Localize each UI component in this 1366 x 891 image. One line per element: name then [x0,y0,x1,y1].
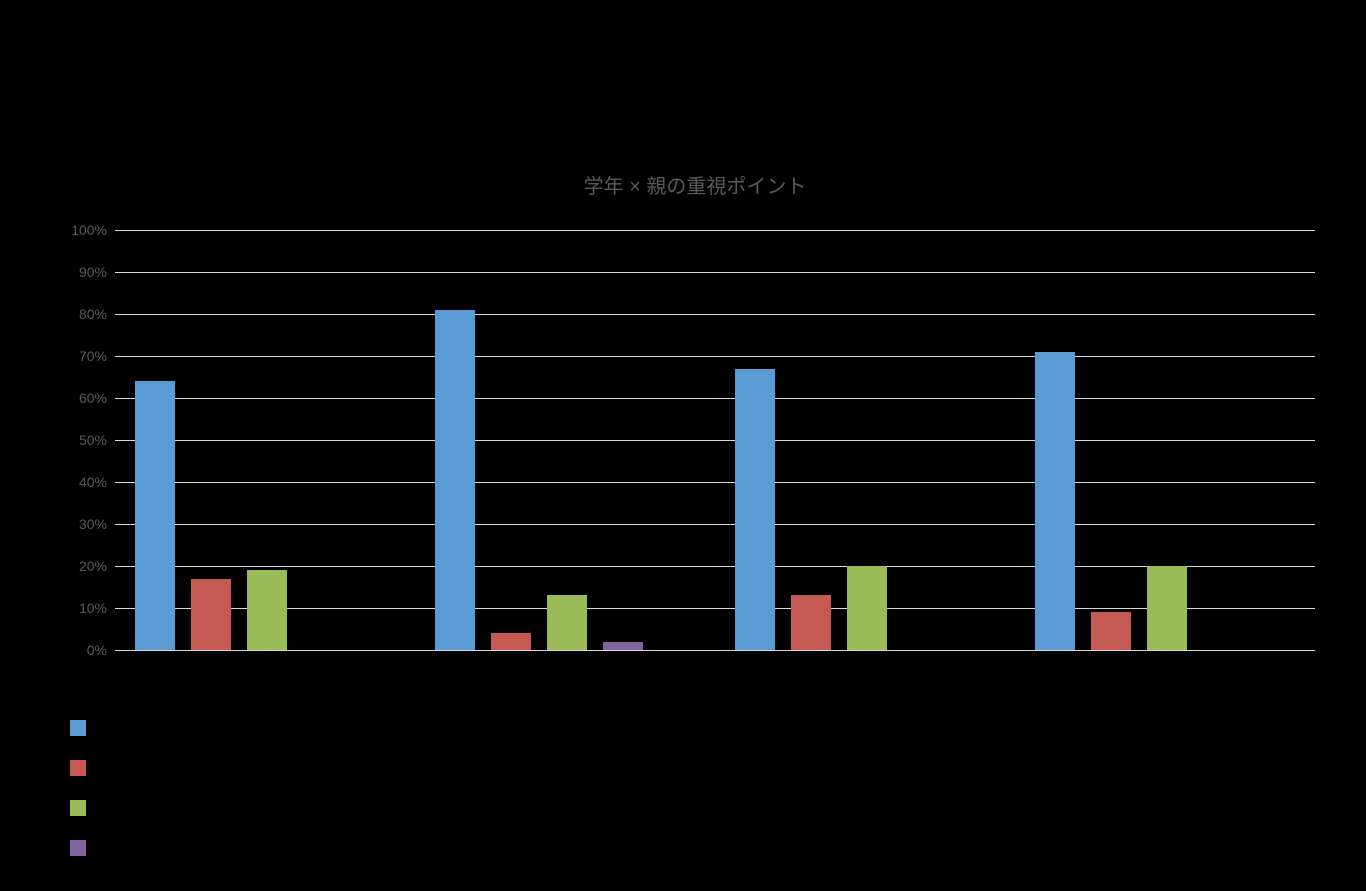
y-tick-label: 90% [79,264,115,280]
chart-container: 学年 × 親の重視ポイント 0%10%20%30%40%50%60%70%80%… [70,170,1320,710]
legend-swatch [70,840,86,856]
legend-item [70,840,86,856]
bar [735,369,775,650]
bar [491,633,531,650]
y-tick-label: 30% [79,516,115,532]
y-tick-label: 80% [79,306,115,322]
y-tick-label: 20% [79,558,115,574]
chart-title: 学年 × 親の重視ポイント [70,170,1320,199]
gridline [115,482,1315,483]
gridline [115,314,1315,315]
y-tick-label: 70% [79,348,115,364]
y-tick-label: 40% [79,474,115,490]
y-tick-label: 10% [79,600,115,616]
y-tick-label: 100% [71,222,115,238]
legend-item [70,760,86,776]
bar [1035,352,1075,650]
legend-item [70,800,86,816]
gridline [115,440,1315,441]
gridline [115,356,1315,357]
bar [1091,612,1131,650]
plot-area: 0%10%20%30%40%50%60%70%80%90%100% [115,230,1315,650]
bar [603,642,643,650]
bar [847,566,887,650]
bar [247,570,287,650]
bar [547,595,587,650]
bar [191,579,231,650]
bar [135,381,175,650]
gridline [115,566,1315,567]
bar [1147,566,1187,650]
legend-swatch [70,760,86,776]
legend-swatch [70,800,86,816]
y-tick-label: 50% [79,432,115,448]
legend [70,720,86,880]
legend-swatch [70,720,86,736]
y-tick-label: 60% [79,390,115,406]
gridline [115,272,1315,273]
gridline [115,608,1315,609]
legend-item [70,720,86,736]
bar [435,310,475,650]
gridline [115,398,1315,399]
gridline [115,524,1315,525]
y-tick-label: 0% [87,642,115,658]
gridline [115,650,1315,651]
gridline [115,230,1315,231]
bar [791,595,831,650]
